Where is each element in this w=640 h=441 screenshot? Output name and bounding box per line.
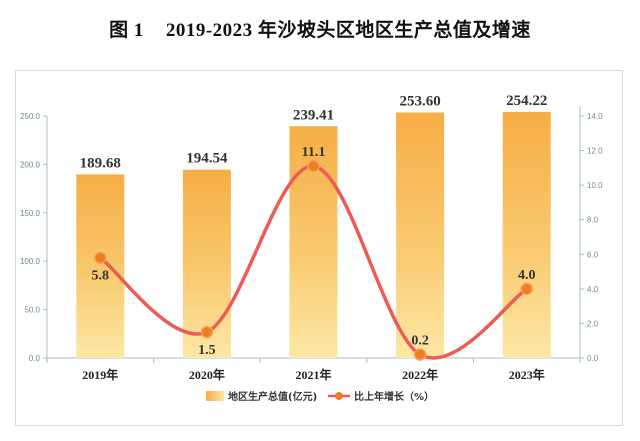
left-tick-label: 250.0 xyxy=(20,112,41,121)
axes: 0.0 50.0 100.0 150.0 200.0 250.0 0.0 2.0 4.0 6.0 8… xyxy=(20,106,603,382)
growth-value-label: 1.5 xyxy=(198,343,216,358)
x-tick-label: 2020年 xyxy=(189,367,225,382)
growth-point xyxy=(520,282,533,296)
figure-title: 2019-2023 年沙坡头区地区生产总值及增速 xyxy=(165,20,531,41)
growth-point xyxy=(307,159,320,173)
legend-bar-label: 地区生产总值(亿元) xyxy=(228,390,317,403)
figure-number: 图 1 xyxy=(109,20,144,41)
left-tick-label: 50.0 xyxy=(24,306,40,315)
right-tick-label: 4.0 xyxy=(587,285,599,294)
right-tick-label: 0.0 xyxy=(587,354,599,363)
bar-value-label: 189.68 xyxy=(80,155,121,171)
x-tick-label: 2019年 xyxy=(82,367,118,382)
right-tick-label: 2.0 xyxy=(587,319,599,328)
growth-point xyxy=(94,251,107,264)
left-tick-label: 100.0 xyxy=(20,257,41,266)
growth-value-label: 4.0 xyxy=(518,268,536,283)
growth-value-label: 5.8 xyxy=(92,269,110,284)
growth-point xyxy=(200,325,214,339)
x-tick-label: 2023年 xyxy=(509,367,545,382)
right-tick-label: 12.0 xyxy=(587,147,603,156)
bar xyxy=(76,174,125,358)
right-tick-label: 8.0 xyxy=(587,216,599,225)
growth-value-label: 0.2 xyxy=(411,334,429,349)
legend-line-label: 比上年增长（%） xyxy=(354,390,434,403)
bar xyxy=(502,111,551,358)
left-tick-label: 150.0 xyxy=(20,209,41,218)
line-series xyxy=(94,159,533,361)
growth-value-label: 11.1 xyxy=(302,145,326,160)
x-tick-label: 2021年 xyxy=(295,367,331,382)
right-tick-label: 6.0 xyxy=(587,250,599,259)
right-tick-label: 10.0 xyxy=(587,181,603,190)
legend-bar-swatch xyxy=(206,391,224,401)
left-tick-label: 0.0 xyxy=(29,354,41,363)
chart-frame xyxy=(15,70,623,426)
bar xyxy=(396,112,445,358)
x-tick-label: 2022年 xyxy=(402,367,438,382)
bar-value-label: 253.60 xyxy=(399,94,440,110)
left-tick-label: 200.0 xyxy=(20,160,41,169)
growth-point xyxy=(413,348,427,361)
legend-line-marker xyxy=(335,392,343,400)
legend: 地区生产总值(亿元) 比上年增长（%） xyxy=(206,390,434,403)
bar-value-label: 239.41 xyxy=(293,107,334,123)
bar-value-label: 254.22 xyxy=(506,93,547,109)
bar-series xyxy=(76,111,551,358)
right-tick-label: 14.0 xyxy=(587,112,603,121)
bar-value-label: 194.54 xyxy=(186,151,228,167)
data-labels: 189.68 194.54 239.41 253.60 254.22 5.8 1.5 11.1… xyxy=(80,93,548,358)
chart-title: 图 1 2019-2023 年沙坡头区地区生产总值及增速 xyxy=(0,15,640,42)
